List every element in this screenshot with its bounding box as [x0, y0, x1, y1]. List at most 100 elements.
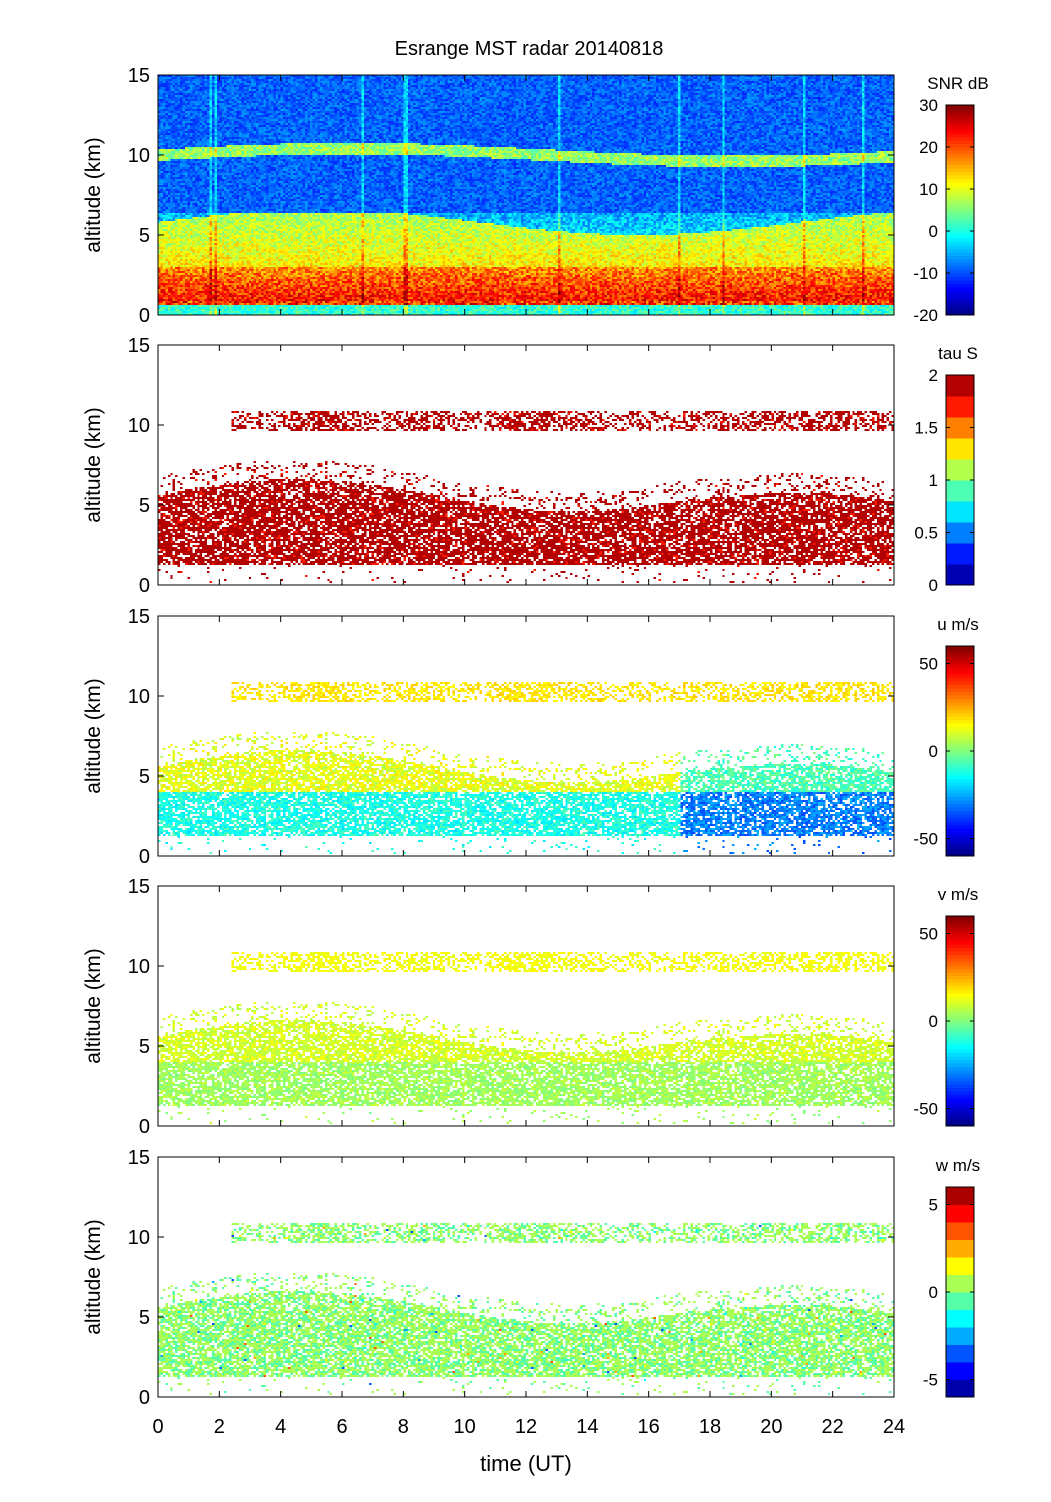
colorbar-swatch — [946, 459, 974, 481]
colorbar-swatch — [946, 996, 974, 1001]
colorbar-swatch — [946, 280, 974, 284]
colorbar-swatch — [946, 852, 974, 857]
colorbar-swatch — [946, 266, 974, 270]
colorbar-swatch — [946, 972, 974, 976]
heatmap-u — [158, 616, 894, 856]
colorbar-swatch — [946, 147, 974, 151]
colorbar-swatch — [946, 646, 974, 650]
colorbar-swatch — [946, 1049, 974, 1053]
colorbar-swatch — [946, 842, 974, 846]
colorbar-swatch — [946, 958, 974, 962]
colorbar-swatch — [946, 831, 974, 836]
colorbar-swatch — [946, 670, 974, 675]
colorbar-swatch — [946, 245, 974, 249]
colorbar-swatch — [946, 765, 974, 769]
heatmap-w — [158, 1157, 894, 1397]
colorbar-swatch — [946, 1292, 974, 1310]
colorbar-swatch — [946, 716, 974, 720]
colorbar-swatch — [946, 192, 974, 197]
colorbar-swatch — [946, 164, 974, 169]
colorbar-frame — [945, 104, 975, 316]
y-tick-label: 10 — [128, 1227, 150, 1249]
colorbar-swatch — [946, 1017, 974, 1022]
colorbar-tick-label: 0 — [929, 1012, 938, 1031]
colorbar-label: tau S — [938, 344, 978, 363]
colorbar-swatch — [946, 522, 974, 544]
y-axis-label: altitude (km) — [82, 678, 105, 794]
colorbar-swatch — [946, 712, 974, 717]
colorbar-swatch — [946, 122, 974, 127]
colorbar-swatch — [946, 203, 974, 207]
colorbar-swatch — [946, 161, 974, 165]
colorbar-swatch — [946, 105, 974, 109]
colorbar-label: SNR dB — [927, 74, 988, 93]
colorbar-swatch — [946, 185, 974, 190]
colorbar-tick-label: 0 — [929, 576, 938, 595]
colorbar-swatch — [946, 543, 974, 565]
colorbar-swatch — [946, 126, 974, 130]
x-tick-label: 0 — [152, 1416, 163, 1438]
colorbar-swatch — [946, 849, 974, 853]
colorbar-swatch — [946, 143, 974, 148]
colorbar-w: w m/s 5 0 -5 — [923, 1156, 980, 1398]
colorbar-swatch — [946, 796, 974, 801]
colorbar-swatch — [946, 786, 974, 790]
y-axis-label: altitude (km) — [82, 948, 105, 1064]
colorbar-swatch — [946, 1087, 974, 1092]
colorbar-swatch — [946, 217, 974, 221]
colorbar-tick-label: 0.5 — [914, 524, 938, 543]
colorbar-swatch — [946, 677, 974, 682]
colorbar-swatch — [946, 273, 974, 277]
colorbar-swatch — [946, 698, 974, 703]
colorbar-swatch — [946, 737, 974, 741]
colorbar-swatch — [946, 199, 974, 204]
x-tick-label: 20 — [760, 1416, 782, 1438]
colorbar-swatch — [946, 758, 974, 762]
colorbar-tick-label: -50 — [913, 830, 938, 849]
colorbar-swatch — [946, 719, 974, 724]
x-tick-label: 16 — [638, 1416, 660, 1438]
colorbar-swatch — [946, 1003, 974, 1008]
colorbar-tick-label: 0 — [929, 222, 938, 241]
x-tick-label: 8 — [398, 1416, 409, 1438]
colorbar-swatch — [946, 835, 974, 839]
colorbar-swatch — [946, 1010, 974, 1015]
colorbar-swatch — [946, 136, 974, 141]
y-tick-label: 15 — [128, 876, 150, 898]
colorbar-swatch — [946, 304, 974, 309]
colorbar-swatch — [946, 1098, 974, 1102]
colorbar-swatch — [946, 919, 974, 924]
y-tick-label: 0 — [139, 1387, 150, 1409]
colorbar-swatch — [946, 438, 974, 460]
colorbar-swatch — [946, 1066, 974, 1071]
colorbar-swatch — [946, 283, 974, 288]
colorbar-swatch — [946, 1084, 974, 1088]
y-tick-label: 0 — [139, 305, 150, 327]
colorbar-swatch — [946, 761, 974, 766]
colorbar-swatch — [946, 982, 974, 987]
colorbar-swatch — [946, 744, 974, 748]
colorbar-u: u m/s 50 0 -50 — [913, 615, 979, 857]
colorbar-swatch — [946, 828, 974, 832]
colorbar-tick-label: 0 — [929, 1283, 938, 1302]
y-tick-label: 5 — [139, 495, 150, 517]
colorbar-swatch — [946, 691, 974, 696]
colorbar-swatch — [946, 1257, 974, 1275]
y-tick-label: 5 — [139, 766, 150, 788]
colorbar-swatch — [946, 178, 974, 183]
colorbar-swatch — [946, 814, 974, 818]
colorbar-swatch — [946, 660, 974, 664]
colorbar-swatch — [946, 772, 974, 776]
colorbar-swatch — [946, 175, 974, 179]
y-tick-label: 10 — [128, 145, 150, 167]
colorbar-swatch — [946, 989, 974, 994]
colorbar-swatch — [946, 684, 974, 689]
colorbar-swatch — [946, 311, 974, 316]
colorbar-tick-label: 1 — [929, 471, 938, 490]
colorbar-swatch — [946, 1274, 974, 1293]
y-axis-label: altitude (km) — [82, 137, 105, 253]
colorbar-swatch — [946, 287, 974, 291]
colorbar-swatch — [946, 1014, 974, 1018]
colorbar-swatch — [946, 129, 974, 134]
